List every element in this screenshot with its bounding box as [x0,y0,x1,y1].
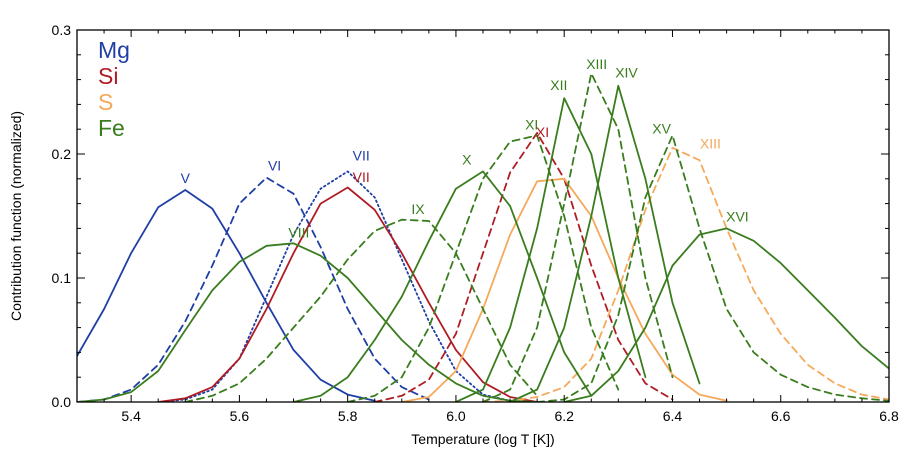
x-tick-label: 6.8 [879,408,899,424]
series-label-mg-vii: VII [353,148,370,164]
x-tick-label: 5.8 [338,408,358,424]
series-label-si-xi: XI [536,124,549,140]
x-axis-label: Temperature (log T [K]) [411,431,554,447]
series-line-s-xiii [482,146,889,402]
series-line-mg-v [77,189,376,402]
series-line-fe-x [292,170,593,402]
y-tick-label: 0.2 [52,146,72,162]
tick-layer: 5.4 5.6 5.8 6.0 6.2 6.4 6.6 6.8 0.0 0.1 0.2 0.3 [52,22,899,424]
series-label-fe-xii: XII [550,77,567,93]
legend-entry-s: S [98,89,113,115]
series-line-fe-xii [454,97,647,402]
series-label-mg-v: V [181,170,191,186]
y-tick-label: 0.1 [52,270,72,286]
x-tick-label: 6.4 [663,408,683,424]
series-line-fe-xiv [509,84,701,402]
y-axis-label: Contribution function (normalized) [8,111,24,321]
x-tick-label: 6.2 [554,408,574,424]
series-line-mg-vii [157,170,512,402]
series-line-fe-viii [77,242,538,402]
series-label-mg-vi: VI [268,158,281,174]
legend-entry-fe: Fe [98,115,125,141]
series-label-fe-xi: XI [525,117,538,133]
series-layer [77,72,889,402]
x-tick-label: 5.6 [230,408,250,424]
series-label-fe-xv: XV [652,120,671,136]
legend-entry-mg: Mg [98,37,130,63]
series-line-fe-xvi [563,227,889,402]
series-label-s-xiii: XIII [700,135,721,151]
x-tick-label: 6.6 [771,408,791,424]
plot-frame [76,29,890,403]
x-tick-label: 5.4 [121,408,141,424]
series-line-fe-xv [536,134,889,402]
series-label-fe-xiii: XIII [586,56,607,72]
series-label-fe-x: X [462,151,472,167]
series-line-si-vii [157,186,538,402]
series-label-si-vii: VII [353,169,370,185]
y-tick-label: 0.3 [52,22,72,38]
series-label-fe-viii: VIII [288,225,309,241]
y-tick-label: 0.0 [52,394,72,410]
series-label-layer: V VI VII VII XI XIII VIII IX X XI XII XIII XIV XV XVI [181,56,749,241]
series-label-fe-xvi: XVI [726,208,749,224]
series-line-fe-ix [184,218,538,402]
x-tick-label: 6.0 [446,408,466,424]
series-line-si-xi [373,131,674,402]
series-line-s-solid [400,177,728,402]
series-label-fe-xiv: XIV [615,65,638,81]
series-label-fe-ix: IX [411,201,425,217]
series-line-fe-xi [346,134,620,402]
series-line-mg-vi [77,176,430,402]
legend-entry-si: Si [98,63,118,89]
series-line-fe-xiii [482,72,674,402]
